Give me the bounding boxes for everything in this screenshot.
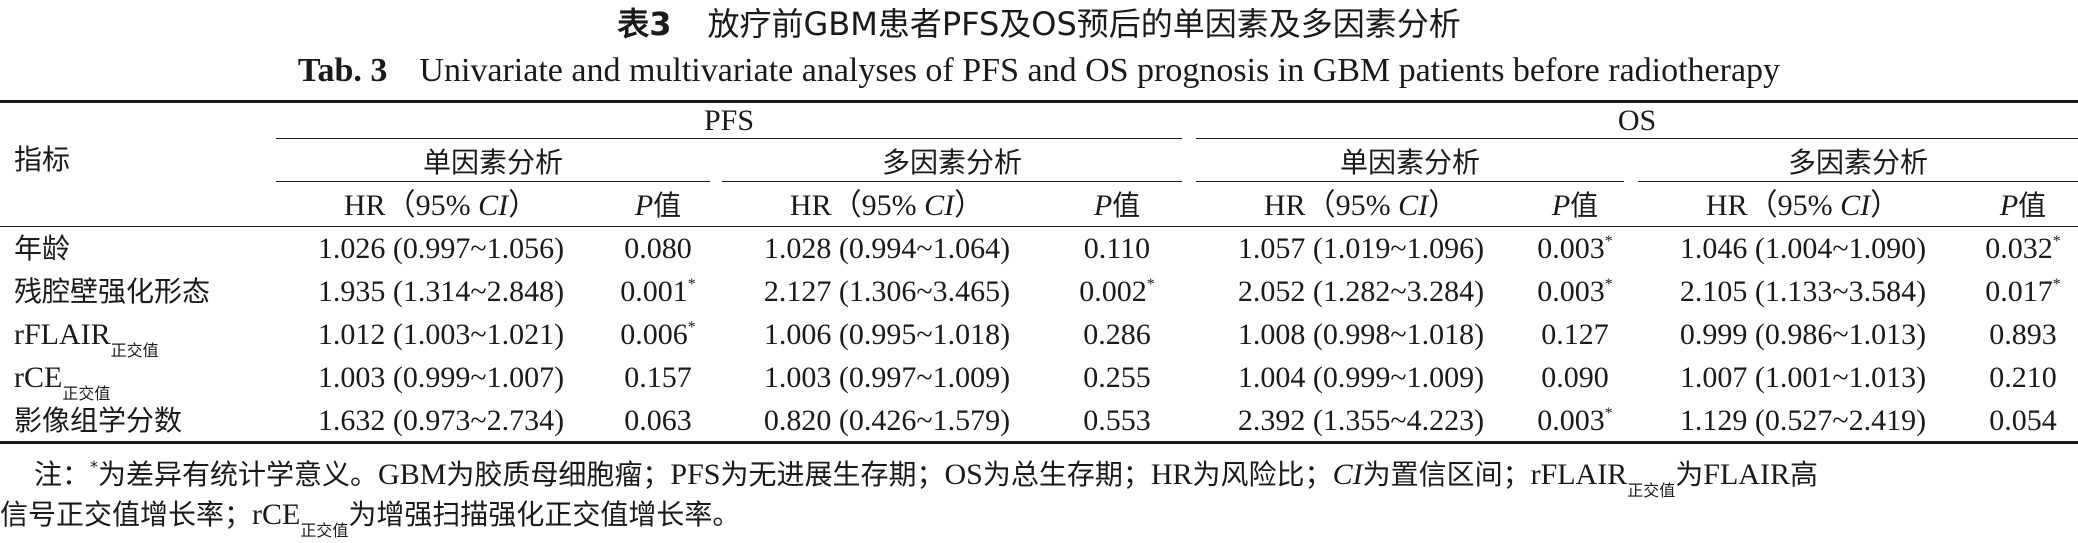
bottom-rule xyxy=(0,441,2078,444)
table-note-line2: 信号正交值增长率；rCE正交值为增强扫描强化正交值增长率。 xyxy=(0,498,741,540)
hr-ci-cell: 1.012 (1.003~1.021) xyxy=(317,318,565,351)
p-value-cell: 0.127 xyxy=(1541,318,1609,351)
os-multivariate-rule xyxy=(1638,181,2078,182)
table-caption-cn: 放疗前GBM患者PFS及OS预后的单因素及多因素分析 xyxy=(707,5,1461,43)
hr-ci-cell: 1.003 (0.997~1.009) xyxy=(763,361,1011,394)
header-pfs-univariate: 单因素分析 xyxy=(422,146,563,179)
p-value-cell: 0.210 xyxy=(1989,361,2057,394)
p-value-cell: 0.001* xyxy=(620,275,696,308)
p-value-cell: 0.286 xyxy=(1083,318,1151,351)
table-note: 注：*为差异有统计学意义。GBM为胶质母细胞瘤；PFS为无进展生存期；OS为总生… xyxy=(34,457,1818,500)
significance-marker: * xyxy=(2052,233,2061,250)
significance-marker: * xyxy=(1604,233,1613,250)
table-label-cn: 表3 xyxy=(617,5,672,43)
hr-ci-cell: 1.057 (1.019~1.096) xyxy=(1237,232,1485,265)
header-p-pfs-uni: P值 xyxy=(634,189,682,222)
significance-marker: * xyxy=(687,276,696,293)
p-value-cell: 0.080 xyxy=(624,232,692,265)
pfs-group-rule xyxy=(276,138,1182,139)
p-value-cell: 0.003* xyxy=(1537,275,1613,308)
hr-ci-cell: 1.004 (0.999~1.009) xyxy=(1237,361,1485,394)
hr-ci-cell: 2.052 (1.282~3.284) xyxy=(1237,275,1485,308)
p-value-cell: 0.006* xyxy=(620,318,696,351)
pfs-multivariate-rule xyxy=(722,181,1182,182)
header-pfs: PFS xyxy=(703,104,755,137)
row-label: rFLAIR正交值 xyxy=(14,318,159,360)
header-hr-os-multi: HR（95% CI） xyxy=(1705,189,1901,222)
hr-ci-cell: 1.007 (1.001~1.013) xyxy=(1679,361,1927,394)
p-value-cell: 0.032* xyxy=(1985,232,2061,265)
p-value-cell: 0.157 xyxy=(624,361,692,394)
hr-ci-cell: 1.008 (0.998~1.018) xyxy=(1237,318,1485,351)
header-p-pfs-multi: P值 xyxy=(1093,189,1141,222)
p-value-cell: 0.054 xyxy=(1989,404,2057,437)
pfs-univariate-rule xyxy=(276,181,710,182)
hr-ci-cell: 1.129 (0.527~2.419) xyxy=(1679,404,1927,437)
hr-ci-cell: 2.105 (1.133~3.584) xyxy=(1679,275,1927,308)
header-pfs-multivariate: 多因素分析 xyxy=(881,146,1022,179)
table-label-en: Tab. 3 xyxy=(297,52,388,89)
p-value-cell: 0.017* xyxy=(1985,275,2061,308)
p-value-cell: 0.090 xyxy=(1541,361,1609,394)
significance-marker: * xyxy=(687,319,696,336)
p-value-cell: 0.002* xyxy=(1079,275,1155,308)
header-p-os-uni: P值 xyxy=(1551,189,1599,222)
table-title-cn: 表3 放疗前GBM患者PFS及OS预后的单因素及多因素分析 xyxy=(0,2,2078,46)
header-hr-os-uni: HR（95% CI） xyxy=(1263,189,1459,222)
header-os-multivariate: 多因素分析 xyxy=(1787,146,1928,179)
os-univariate-rule xyxy=(1196,181,1624,182)
hr-ci-cell: 1.935 (1.314~2.848) xyxy=(317,275,565,308)
p-value-cell: 0.255 xyxy=(1083,361,1151,394)
hr-ci-cell: 2.392 (1.355~4.223) xyxy=(1237,404,1485,437)
hr-ci-cell: 2.127 (1.306~3.465) xyxy=(763,275,1011,308)
row-label: 残腔壁强化形态 xyxy=(14,275,211,308)
hr-ci-cell: 0.820 (0.426~1.579) xyxy=(763,404,1011,437)
significance-marker: * xyxy=(1146,276,1155,293)
header-p-os-multi: P值 xyxy=(1999,189,2047,222)
hr-ci-cell: 1.006 (0.995~1.018) xyxy=(763,318,1011,351)
table-caption-en: Univariate and multivariate analyses of … xyxy=(419,52,1781,89)
header-hr-pfs-uni: HR（95% CI） xyxy=(343,189,539,222)
row-label: 年龄 xyxy=(14,232,71,265)
hr-ci-cell: 1.046 (1.004~1.090) xyxy=(1679,232,1927,265)
significance-marker: * xyxy=(2052,276,2061,293)
row-label: rCE正交值 xyxy=(14,361,111,403)
p-value-cell: 0.553 xyxy=(1083,404,1151,437)
table-title-en: Tab. 3 Univariate and multivariate analys… xyxy=(0,48,2078,94)
hr-ci-cell: 1.632 (0.973~2.734) xyxy=(317,404,565,437)
p-value-cell: 0.110 xyxy=(1083,232,1151,265)
header-hr-pfs-multi: HR（95% CI） xyxy=(789,189,985,222)
header-indicator: 指标 xyxy=(14,143,71,176)
os-group-rule xyxy=(1196,138,2078,139)
p-value-cell: 0.893 xyxy=(1989,318,2057,351)
significance-marker: * xyxy=(1604,405,1613,422)
p-value-cell: 0.063 xyxy=(624,404,692,437)
hr-ci-cell: 0.999 (0.986~1.013) xyxy=(1679,318,1927,351)
p-value-cell: 0.003* xyxy=(1537,404,1613,437)
row-label: 影像组学分数 xyxy=(14,404,183,437)
header-rule xyxy=(0,226,2078,227)
p-value-cell: 0.003* xyxy=(1537,232,1613,265)
header-os: OS xyxy=(1617,104,1657,137)
header-os-univariate: 单因素分析 xyxy=(1339,146,1480,179)
hr-ci-cell: 1.026 (0.997~1.056) xyxy=(317,232,565,265)
significance-marker: * xyxy=(1604,276,1613,293)
hr-ci-cell: 1.028 (0.994~1.064) xyxy=(763,232,1011,265)
hr-ci-cell: 1.003 (0.999~1.007) xyxy=(317,361,565,394)
top-rule xyxy=(0,100,2078,103)
